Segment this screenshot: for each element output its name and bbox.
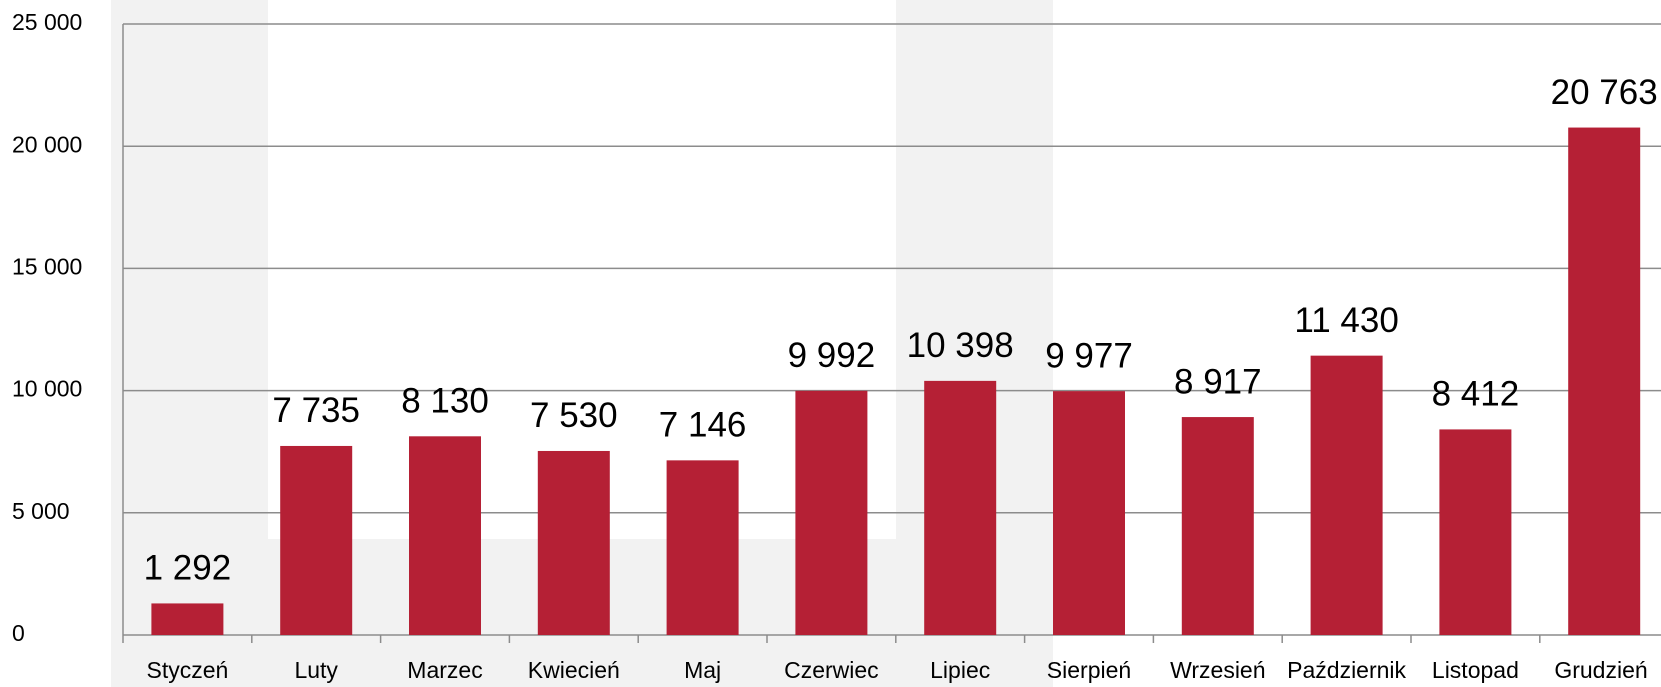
bar [280, 445, 353, 635]
x-tick-label: Luty [294, 657, 338, 683]
bar [795, 390, 868, 635]
bar [1310, 355, 1383, 635]
y-tick-label: 20 000 [12, 131, 82, 157]
data-label: 10 398 [907, 326, 1014, 365]
y-tick-label: 15 000 [12, 253, 82, 279]
data-label: 8 130 [401, 382, 489, 421]
y-tick-label: 10 000 [12, 376, 82, 402]
x-tick-label: Czerwiec [784, 657, 879, 683]
x-tick-label: Maj [684, 657, 721, 683]
data-label: 8 412 [1432, 375, 1520, 414]
data-label: 9 992 [788, 336, 876, 375]
x-tick-label: Kwiecień [528, 657, 620, 683]
x-tick-label: Sierpień [1047, 657, 1131, 683]
data-label: 7 530 [530, 396, 618, 435]
background-panel [111, 0, 268, 687]
y-tick-label: 25 000 [12, 9, 82, 35]
bar [151, 603, 224, 635]
data-label: 20 763 [1551, 73, 1658, 112]
x-tick-label: Listopad [1432, 657, 1519, 683]
bar [409, 436, 481, 635]
x-tick-label: Lipiec [930, 657, 990, 683]
y-tick-label: 5 000 [12, 498, 70, 524]
data-label: 7 146 [659, 406, 747, 445]
bar [924, 380, 997, 635]
data-label: 9 977 [1045, 336, 1133, 375]
x-tick-label: Marzec [407, 657, 482, 683]
data-label: 1 292 [144, 549, 232, 588]
bar [1568, 127, 1641, 635]
y-tick-label: 0 [12, 620, 25, 646]
bar [1181, 417, 1254, 635]
bar [1439, 429, 1512, 635]
x-tick-label: Październik [1287, 657, 1406, 683]
data-label: 8 917 [1174, 362, 1262, 401]
x-tick-label: Styczeń [146, 657, 228, 683]
data-label: 7 735 [272, 391, 360, 430]
data-label: 11 430 [1294, 301, 1398, 340]
bar [537, 450, 610, 635]
x-tick-label: Wrzesień [1170, 657, 1265, 683]
x-tick-label: Grudzień [1554, 657, 1647, 683]
bar [1053, 391, 1125, 635]
bar [666, 460, 739, 635]
